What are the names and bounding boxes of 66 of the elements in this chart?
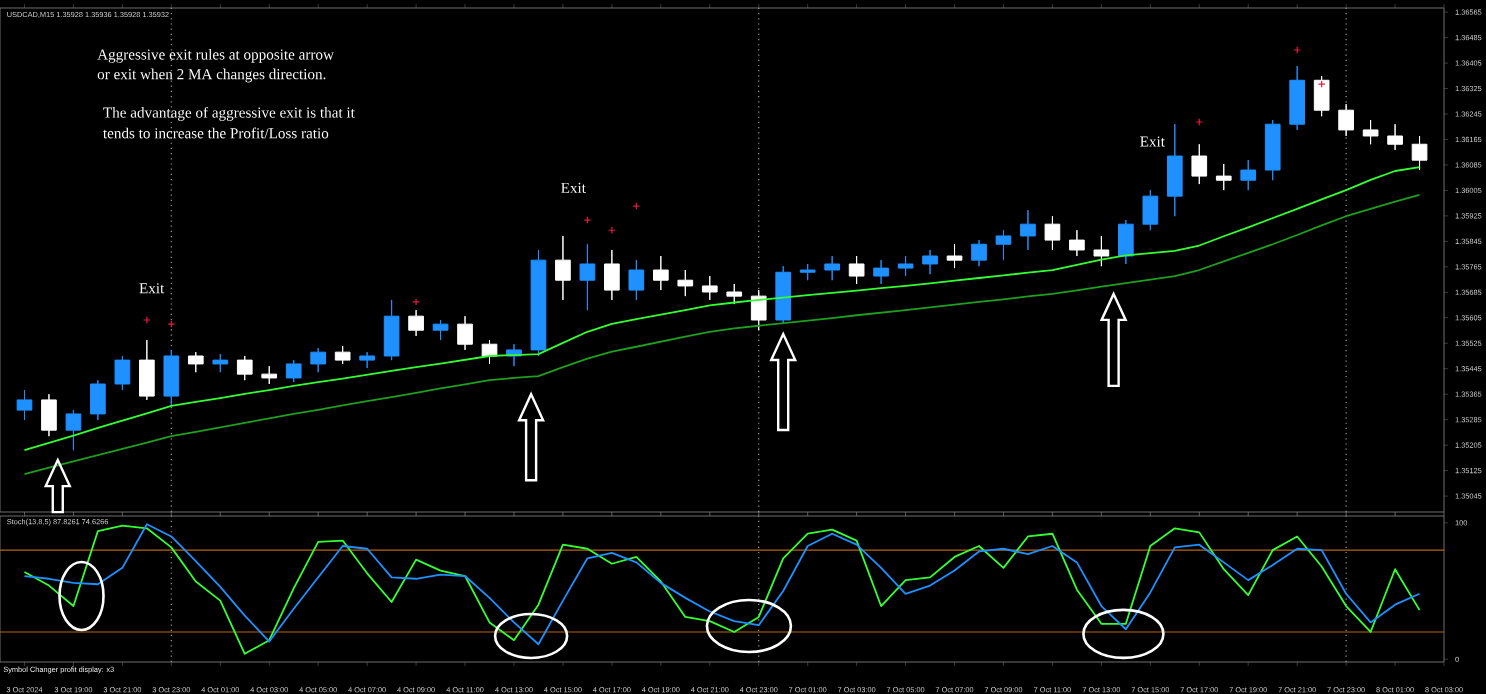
candlestick	[799, 263, 816, 281]
candlestick	[677, 269, 694, 297]
candlestick	[1411, 135, 1428, 171]
candlestick	[41, 393, 57, 437]
candlestick	[726, 283, 743, 305]
point	[143, 316, 151, 324]
candlestick	[1093, 235, 1110, 267]
candlestick	[457, 315, 473, 351]
candlestick	[383, 299, 400, 361]
point	[1293, 46, 1301, 54]
candlestick	[1166, 123, 1183, 217]
candlestick	[1313, 75, 1330, 117]
candlestick	[1264, 119, 1281, 181]
point	[412, 298, 420, 306]
candlestick	[750, 289, 767, 331]
candlestick	[90, 379, 106, 421]
candlestick	[775, 265, 792, 325]
candlestick	[922, 249, 938, 275]
point	[583, 216, 592, 224]
candlestick	[1191, 143, 1208, 185]
candlestick	[212, 353, 229, 373]
candlestick	[628, 259, 645, 301]
candlestick	[139, 339, 155, 401]
candlestick	[481, 339, 498, 365]
candlestick	[114, 355, 131, 391]
candlestick	[432, 319, 449, 341]
candlestick	[824, 255, 840, 281]
candlestick	[946, 243, 963, 269]
candlestick	[604, 249, 620, 301]
candlestick	[65, 409, 82, 451]
candlestick	[187, 351, 204, 373]
candlestick	[555, 235, 571, 301]
candlestick	[652, 255, 669, 291]
candlestick	[1215, 163, 1232, 191]
candlestick	[530, 249, 547, 357]
point	[608, 226, 616, 235]
candlestick	[897, 255, 914, 277]
candlestick	[359, 351, 375, 369]
candlestick	[579, 243, 596, 311]
candlestick	[1020, 209, 1036, 251]
candlestick	[1069, 229, 1085, 257]
candlestick	[1240, 159, 1257, 191]
candlestick	[1387, 123, 1403, 151]
candlestick	[261, 365, 278, 385]
candlestick	[1338, 103, 1354, 137]
point	[1195, 118, 1204, 126]
candlestick	[408, 309, 424, 337]
candlestick	[971, 239, 987, 267]
candlestick	[873, 259, 889, 285]
candlestick	[285, 359, 302, 383]
candlestick	[163, 349, 180, 407]
candlestick	[310, 347, 327, 373]
candlestick	[1289, 65, 1306, 131]
point	[1317, 80, 1326, 88]
candlestick	[995, 229, 1012, 261]
candlestick	[1142, 189, 1159, 231]
candlestick	[848, 255, 865, 285]
candlestick	[1362, 119, 1379, 145]
point	[167, 320, 176, 328]
candlestick	[334, 345, 351, 365]
candlestick	[1118, 219, 1134, 265]
candlestick	[701, 275, 718, 301]
candlestick	[16, 389, 33, 421]
candlestick	[1044, 215, 1061, 251]
point	[632, 202, 641, 210]
candlestick	[236, 355, 253, 381]
